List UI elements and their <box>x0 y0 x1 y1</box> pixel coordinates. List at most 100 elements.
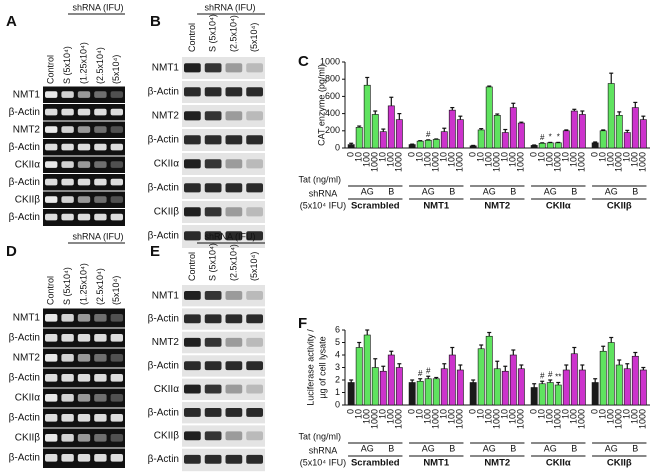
bar <box>546 382 554 406</box>
band <box>246 183 263 193</box>
band <box>184 431 201 441</box>
tat-level: 0 <box>590 152 600 157</box>
y-tick-label: 200 <box>325 125 340 135</box>
band <box>61 178 74 186</box>
band <box>204 408 222 417</box>
row-label: β-Actin <box>148 314 179 325</box>
lane-label: S (5x10⁴) <box>62 267 72 305</box>
ag-label: AG <box>422 186 435 196</box>
lane-label: (1.25x10⁴) <box>78 42 88 84</box>
lane-label: Control <box>187 252 197 281</box>
tat-level: 1000 <box>492 152 502 172</box>
band <box>184 361 201 371</box>
bar <box>493 115 501 149</box>
shrna-label: (5x10⁴ IFU) <box>300 200 346 210</box>
bar <box>517 368 525 406</box>
band <box>94 414 107 422</box>
lane-label: Control <box>187 23 197 52</box>
band <box>246 454 263 464</box>
band <box>204 159 222 169</box>
bar <box>639 369 647 406</box>
band <box>246 314 263 324</box>
band <box>110 213 123 221</box>
bar <box>615 115 623 149</box>
tat-level: 10 <box>537 409 547 419</box>
tat-level: 100 <box>362 152 372 167</box>
bar <box>562 369 570 406</box>
ag-label: AG <box>361 443 374 453</box>
row-label: β-Actin <box>9 212 40 223</box>
band <box>77 434 91 442</box>
band <box>77 161 91 168</box>
tat-level: 0 <box>590 409 600 414</box>
bar <box>416 380 424 406</box>
group-label: NMT2 <box>484 458 510 469</box>
band <box>77 354 91 362</box>
band <box>45 161 58 168</box>
band <box>61 454 74 462</box>
row-label: β-Actin <box>9 142 40 153</box>
lane-label: Control <box>46 276 56 305</box>
shrna-label: shRNA <box>309 445 338 455</box>
y-axis-label: µg of cell lysate <box>317 336 327 398</box>
tat-level: 1000 <box>553 409 563 429</box>
band <box>77 314 91 322</box>
band <box>77 178 91 186</box>
bar <box>562 130 570 149</box>
lane-label: (2.5x10⁴) <box>228 15 238 52</box>
tat-level: 1000 <box>577 152 587 172</box>
significance-mark: * <box>549 133 552 142</box>
ag-label: AG <box>422 443 435 453</box>
band <box>246 384 263 394</box>
tat-level: 10 <box>354 152 364 162</box>
band <box>110 414 123 422</box>
tat-level: 10 <box>537 152 547 162</box>
group-label: Scrambled <box>351 201 400 212</box>
group-label: NMT1 <box>423 458 450 469</box>
band <box>184 183 201 193</box>
band <box>94 314 107 322</box>
bar <box>501 370 509 406</box>
bar <box>440 368 448 406</box>
lane-label: (2.5x10⁴) <box>95 47 105 84</box>
band <box>61 196 74 203</box>
tat-level: 100 <box>484 409 494 424</box>
band <box>45 334 58 342</box>
y-tick-label: 1 <box>335 387 340 397</box>
band <box>225 231 243 241</box>
band <box>61 354 74 362</box>
band <box>204 361 222 371</box>
tat-level: 100 <box>508 152 518 167</box>
band <box>94 91 107 98</box>
band <box>246 231 263 241</box>
tat-level: 10 <box>354 409 364 419</box>
tat-level: 1000 <box>370 409 380 429</box>
row-label: CKIIα <box>154 384 179 395</box>
bar <box>424 139 432 149</box>
tat-label: Tat (ng/ml) <box>298 431 341 441</box>
row-label: NMT1 <box>152 290 180 301</box>
tat-level: 10 <box>439 409 449 419</box>
b-label: B <box>571 186 577 196</box>
band <box>204 63 222 73</box>
band <box>184 207 201 217</box>
band <box>246 431 263 441</box>
tat-level: 100 <box>630 409 640 424</box>
bar <box>387 354 395 406</box>
shrna-label: (5x10⁴ IFU) <box>300 457 346 467</box>
band <box>246 408 263 417</box>
band <box>204 135 222 145</box>
band <box>204 87 222 97</box>
tat-level: 100 <box>569 409 579 424</box>
band <box>77 334 91 342</box>
band <box>45 414 58 422</box>
bar <box>395 367 403 406</box>
band <box>246 87 263 97</box>
significance-mark: # <box>540 371 545 380</box>
tat-level: 1000 <box>614 409 624 429</box>
band <box>184 314 201 324</box>
band <box>225 314 243 324</box>
row-label: NMT2 <box>13 353 41 364</box>
row-label: β-Actin <box>148 361 179 372</box>
bar <box>578 114 586 149</box>
